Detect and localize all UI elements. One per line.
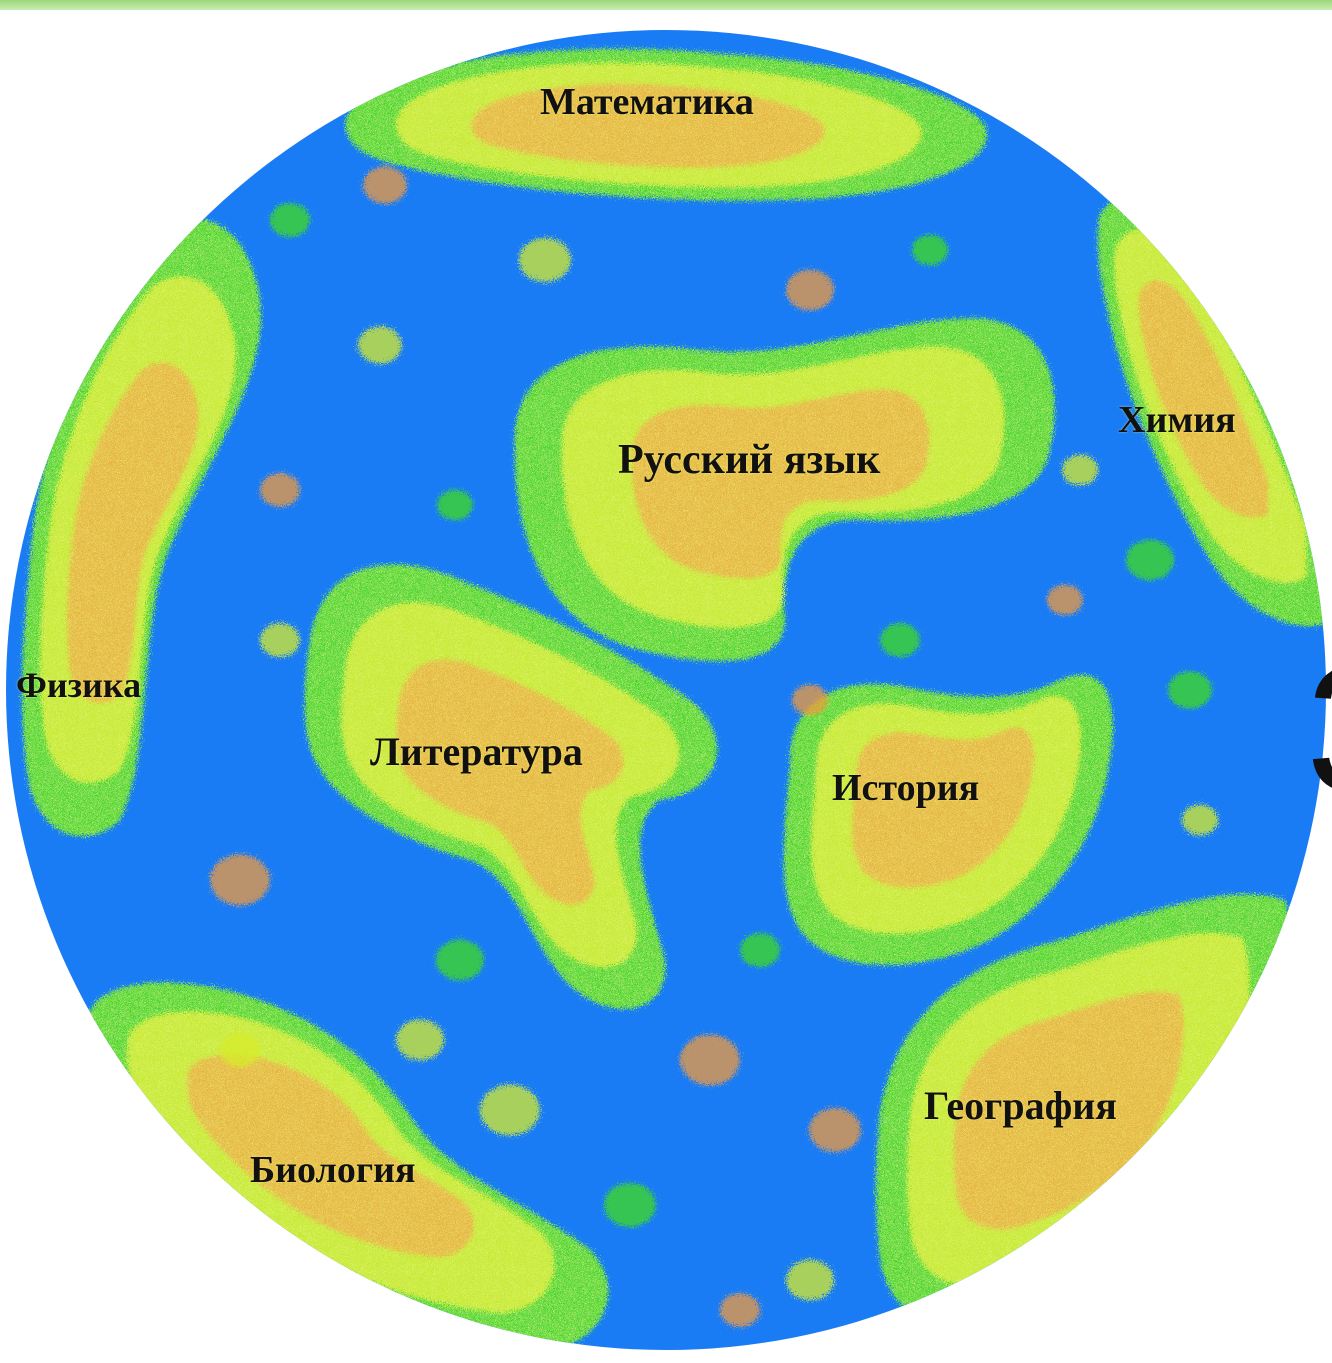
small-island — [260, 623, 300, 657]
small-island — [1126, 539, 1174, 581]
small-island — [809, 1107, 861, 1153]
small-island — [480, 1084, 540, 1136]
small-island — [880, 623, 920, 657]
small-island — [1182, 804, 1218, 836]
small-island — [519, 237, 571, 283]
label-biology: Биология — [250, 1149, 416, 1191]
continent-literature — [304, 564, 718, 1010]
small-island — [436, 939, 484, 981]
small-island — [720, 1293, 760, 1327]
continent-russian — [514, 318, 1055, 662]
small-island — [912, 234, 948, 266]
small-island — [1062, 454, 1098, 486]
small-island — [270, 203, 310, 237]
small-island — [358, 326, 402, 364]
label-russian: Русский язык — [618, 437, 881, 483]
continent-geography — [875, 894, 1294, 1326]
small-island — [1047, 584, 1083, 616]
small-island — [220, 1033, 260, 1067]
continent-chemistry — [1097, 195, 1326, 627]
small-island — [363, 166, 407, 204]
top-accent-bar — [0, 0, 1332, 10]
small-island — [604, 1182, 656, 1228]
small-island — [786, 269, 834, 311]
small-island — [260, 473, 300, 507]
label-mathematics: Математика — [540, 81, 754, 123]
label-literature: Литература — [370, 729, 583, 774]
continent-biology — [86, 982, 609, 1350]
small-island — [210, 854, 270, 906]
small-island — [792, 684, 828, 716]
small-island — [396, 1019, 444, 1061]
continent-history — [783, 674, 1113, 966]
slide-number-fragment: 3 — [1306, 640, 1332, 820]
continent-mathematics — [345, 48, 987, 201]
small-island — [680, 1034, 740, 1086]
label-chemistry: Химия — [1118, 399, 1236, 441]
label-physics: Физика — [16, 665, 142, 705]
small-island — [437, 489, 473, 521]
label-history: История — [832, 767, 980, 809]
small-island — [740, 933, 780, 967]
small-island — [786, 1259, 834, 1301]
small-island — [1168, 671, 1212, 709]
label-geography: География — [924, 1083, 1117, 1128]
